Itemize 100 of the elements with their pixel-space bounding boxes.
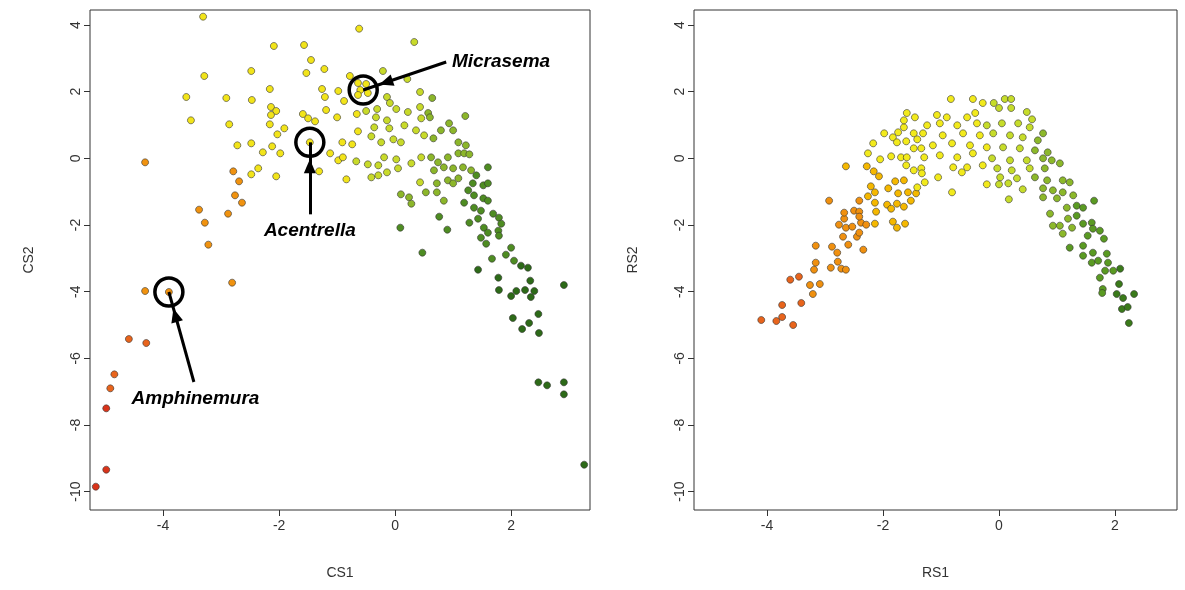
point: [1058, 229, 1067, 238]
point: [273, 130, 282, 139]
point: [440, 196, 448, 205]
point: [909, 144, 918, 153]
point: [891, 177, 899, 186]
x-axis-title: CS1: [326, 564, 354, 580]
point: [379, 67, 387, 75]
point: [810, 265, 818, 274]
y-tick-label: 0: [67, 154, 83, 163]
point: [374, 161, 383, 170]
point: [142, 339, 151, 347]
point: [435, 212, 443, 221]
point: [527, 293, 535, 301]
point: [465, 218, 474, 227]
point: [270, 42, 278, 50]
point: [338, 138, 347, 147]
point: [900, 202, 908, 211]
point: [495, 286, 503, 294]
point: [510, 256, 518, 265]
point: [307, 56, 315, 64]
point: [934, 173, 942, 182]
point: [1072, 211, 1081, 220]
point: [880, 129, 888, 138]
point: [470, 203, 478, 212]
point: [757, 316, 766, 324]
point: [318, 85, 326, 93]
y-tick-label: -2: [671, 218, 687, 232]
point: [1083, 231, 1092, 240]
point: [889, 217, 897, 226]
point: [426, 113, 434, 122]
point: [422, 188, 430, 197]
point: [1104, 258, 1112, 267]
point: [535, 329, 543, 337]
point: [187, 116, 195, 125]
point: [1079, 203, 1087, 212]
point: [484, 228, 492, 237]
point: [989, 99, 998, 107]
point: [444, 153, 452, 162]
point: [1041, 164, 1049, 173]
point: [871, 198, 879, 207]
point: [1047, 156, 1056, 165]
point: [460, 198, 468, 207]
point: [1018, 133, 1027, 142]
point: [1079, 219, 1087, 228]
point: [958, 168, 966, 177]
point: [507, 292, 515, 300]
y-tick-label: -4: [671, 285, 687, 298]
y-axis-title: CS2: [20, 246, 36, 274]
point: [893, 199, 901, 208]
point: [389, 135, 398, 144]
point: [102, 465, 111, 474]
point: [484, 163, 492, 172]
point: [266, 85, 274, 93]
point: [430, 166, 438, 175]
point: [300, 41, 308, 49]
point: [373, 105, 381, 113]
point: [484, 196, 492, 205]
point: [912, 189, 920, 198]
point: [235, 177, 243, 186]
point: [923, 121, 931, 130]
x-tick-label: -4: [156, 517, 170, 533]
point: [428, 94, 437, 102]
point: [1007, 95, 1015, 103]
point: [772, 317, 781, 325]
point: [397, 190, 405, 199]
point: [333, 113, 341, 122]
point: [1115, 280, 1123, 288]
point: [354, 127, 362, 136]
annotation: Acentrella: [262, 219, 357, 241]
point: [254, 164, 263, 173]
point: [875, 172, 883, 181]
point: [320, 65, 329, 73]
point: [913, 135, 922, 144]
point: [996, 173, 1004, 182]
annotation: Amphinemura: [130, 386, 260, 408]
point: [477, 206, 485, 215]
point: [953, 153, 962, 162]
point: [855, 212, 864, 221]
point: [470, 191, 478, 200]
point: [1112, 290, 1121, 298]
point: [816, 280, 824, 288]
point: [195, 205, 203, 214]
point: [383, 168, 391, 177]
point: [525, 319, 533, 327]
point: [872, 207, 880, 216]
point: [580, 460, 588, 469]
point: [1094, 256, 1102, 265]
point: [971, 109, 980, 117]
point: [233, 141, 242, 150]
point: [502, 250, 510, 259]
point: [963, 163, 971, 172]
point: [920, 153, 928, 162]
point: [909, 129, 918, 138]
point: [995, 104, 1003, 112]
point: [809, 290, 817, 298]
point: [1058, 176, 1067, 185]
point: [266, 120, 274, 129]
point: [1039, 154, 1047, 163]
point: [1118, 305, 1126, 313]
point: [518, 325, 526, 333]
